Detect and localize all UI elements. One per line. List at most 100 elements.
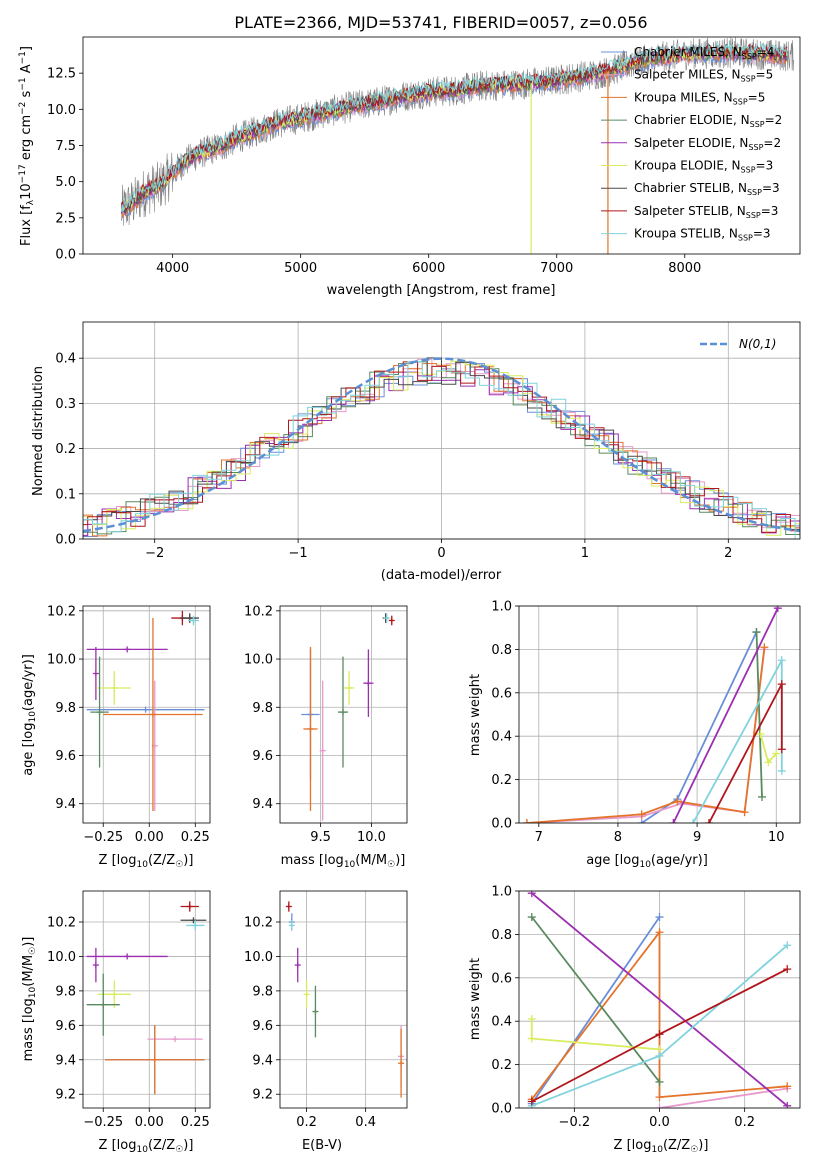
age-vs-mass-plot-area	[301, 613, 395, 821]
weight-vs-Z-ytick-label-2: 0.4	[491, 1015, 512, 1030]
mass-vs-ebv-ytick-label-1: 9.4	[252, 1053, 273, 1068]
weight-vs-Z-marker-2-2	[655, 1093, 664, 1102]
weight-vs-age-marker-2-4	[760, 643, 769, 652]
chart-title: PLATE=2366, MJD=53741, FIBERID=0057, z=0…	[234, 13, 647, 32]
weight-vs-age-marker-5-1	[764, 758, 773, 767]
weight-age-xlabel: age [log10(age/yr)]	[586, 853, 708, 870]
weight-vs-Z-marker-5-1	[527, 1034, 536, 1043]
weight-vs-Z-frame	[518, 890, 801, 1109]
weight-age-ylabel: mass weight	[468, 674, 483, 756]
weight-vs-Z-marker-1-0	[655, 1104, 664, 1108]
mass-vs-Z-ytick-label-0: 9.2	[55, 1088, 76, 1103]
spectrum-ytick-label-2: 5.0	[55, 175, 76, 190]
weight-z-xlabel: Z [log10(Z/Z☉)]	[614, 1138, 709, 1155]
legend-label-0: Chabrier MILES, NSSP=4	[634, 45, 774, 61]
mass-vs-ebv-ytick-label-2: 9.6	[252, 1019, 273, 1034]
age-vs-mass-ytick-label-2: 9.8	[252, 701, 273, 716]
spectrum-ylabel: Flux [fλ10−17 erg cm−2 s−1 A−1]	[18, 46, 36, 246]
weight-z-axes: −0.2 0.0 0.2 0.0 0.2 0.4 0.6 0.8 1.0	[491, 885, 801, 1130]
mass-vs-Z-ytick-label-1: 9.4	[55, 1053, 76, 1068]
residuals-ytick-label-1: 0.1	[55, 487, 76, 502]
weight-vs-age-xtick-label-3: 10	[768, 830, 785, 845]
weight-vs-age-marker-7-2	[777, 745, 786, 754]
residuals-ytick-label-3: 0.3	[55, 397, 76, 412]
weight-vs-age-marker-6-2	[777, 766, 786, 775]
spectrum-frame	[82, 36, 801, 255]
spectrum-xlabel: wavelength [Angstrom, rest frame]	[327, 283, 556, 298]
legend-label-8: Kroupa STELIB, NSSP=3	[634, 227, 771, 243]
age-vs-Z-xtick-label-0: −0.25	[83, 830, 123, 845]
mass-vs-ebv-xtick-label-1: 0.4	[355, 1115, 376, 1130]
weight-vs-Z-line-1	[659, 1087, 788, 1108]
residuals-ytick-label-4: 0.4	[55, 352, 76, 367]
weight-vs-Z-marker-2-1	[655, 928, 664, 937]
mass-vs-Z-ytick-label-2: 9.6	[55, 1019, 76, 1034]
weight-vs-Z-ytick-label-4: 0.8	[491, 928, 512, 943]
mass-vs-Z-frame	[82, 890, 211, 1109]
mass-vs-Z-ytick-label-4: 10.0	[47, 950, 76, 965]
weight-vs-Z-marker-2-3	[783, 1082, 792, 1091]
legend-label-3: Chabrier ELODIE, NSSP=2	[634, 113, 782, 129]
weight-vs-age-line-0	[641, 631, 758, 823]
weight-vs-Z-ytick-label-1: 0.2	[491, 1058, 512, 1073]
weight-vs-Z-marker-7-2	[783, 965, 792, 974]
age-vs-Z-xtick-label-2: 0.25	[181, 830, 210, 845]
mass-vs-Z-ytick-label-3: 9.8	[55, 984, 76, 999]
spectrum-xtick-label-1: 5000	[284, 261, 317, 276]
weight-vs-age-line-4	[672, 607, 779, 823]
weight-vs-age-ytick-label-4: 0.8	[491, 643, 512, 658]
spectrum-ytick-label-1: 2.5	[55, 211, 76, 226]
mass-vs-ebv-ytick-label-3: 9.8	[252, 984, 273, 999]
legend-label-2: Kroupa MILES, NSSP=5	[634, 90, 765, 106]
age-vs-Z-frame	[82, 605, 211, 824]
mass-vs-ebv-ytick-label-5: 10.2	[244, 916, 273, 931]
age-z-xlabel: Z [log10(Z/Z☉)]	[99, 853, 194, 870]
model-line-8	[120, 41, 788, 212]
weight-vs-Z-marker-6-2	[783, 941, 792, 950]
weight-vs-age-marker-7-1	[777, 680, 786, 689]
age-vs-Z-plot-area	[86, 610, 205, 811]
weight-vs-Z-marker-4-1	[783, 1101, 792, 1108]
age-vs-Z-xtick-label-1: 0.00	[135, 830, 164, 845]
spectrum-xtick-label-3: 7000	[540, 261, 573, 276]
legend-label-6: Chabrier STELIB, NSSP=3	[634, 181, 780, 197]
weight-vs-Z-xtick-label-2: 0.2	[734, 1115, 755, 1130]
weight-z-ylabel: mass weight	[468, 958, 483, 1040]
residuals-xtick-label-2: 0	[437, 546, 445, 561]
weight-vs-Z-ytick-label-0: 0.0	[491, 1102, 512, 1117]
mass-vs-ebv-plot-area	[285, 901, 405, 1098]
age-z-axes: −0.25 0.00 0.25 9.4 9.6 9.8 10.0 10.2	[47, 604, 211, 845]
weight-vs-Z-xtick-label-0: −0.2	[559, 1115, 591, 1130]
weight-vs-age-marker-6-0	[689, 819, 698, 823]
spectrum-ytick-label-4: 10.0	[47, 103, 76, 118]
weight-vs-age-marker-7-0	[704, 819, 713, 823]
residuals-frame	[82, 321, 801, 540]
gaussian-curve	[83, 357, 800, 533]
weight-vs-age-marker-2-1	[637, 810, 646, 819]
age-vs-mass-xtick-label-1: 10.0	[357, 830, 386, 845]
weight-vs-Z-ytick-label-5: 1.0	[491, 885, 512, 900]
mass-vs-Z-xtick-label-1: 0.00	[135, 1115, 164, 1130]
age-vs-mass-ytick-label-3: 10.0	[244, 653, 273, 668]
weight-vs-age-marker-2-2	[673, 797, 682, 806]
weight-vs-Z-marker-4-0	[527, 891, 536, 898]
residual-axes: −2 −1 0 1 2 0.0 0.1 0.2 0.3 0.4 N(0,1)	[55, 321, 801, 561]
legend-label-1: Salpeter MILES, NSSP=5	[634, 68, 773, 84]
mass-z-xlabel: Z [log10(Z/Z☉)]	[99, 1138, 194, 1155]
mass-vs-ebv-xtick-label-0: 0.2	[296, 1115, 317, 1130]
weight-vs-age-line-3	[755, 631, 763, 798]
weight-vs-age-xtick-label-2: 9	[693, 830, 701, 845]
mass-vs-Z-ytick-label-5: 10.2	[47, 916, 76, 931]
weight-vs-age-ytick-label-0: 0.0	[491, 817, 512, 832]
spectrum-ytick-label-5: 12.5	[47, 67, 76, 82]
model-line-7	[120, 43, 788, 212]
age-vs-Z-ytick-label-2: 9.8	[55, 701, 76, 716]
residuals-xtick-label-0: −2	[145, 546, 164, 561]
spectrum-axes: 4000 5000 6000 7000 8000 0.0 2.5 5.0 7.5 10.0 12.5…	[47, 36, 801, 276]
mass-z-axes: −0.25 0.00 0.25 9.2 9.4 9.6 9.8 10.0 10.2	[47, 890, 211, 1130]
mass-vs-Z-plot-area	[86, 901, 207, 1095]
weight-vs-Z-ytick-label-3: 0.6	[491, 971, 512, 986]
residual-histogram-8	[83, 361, 800, 539]
spectrum-plot-area	[120, 37, 794, 254]
